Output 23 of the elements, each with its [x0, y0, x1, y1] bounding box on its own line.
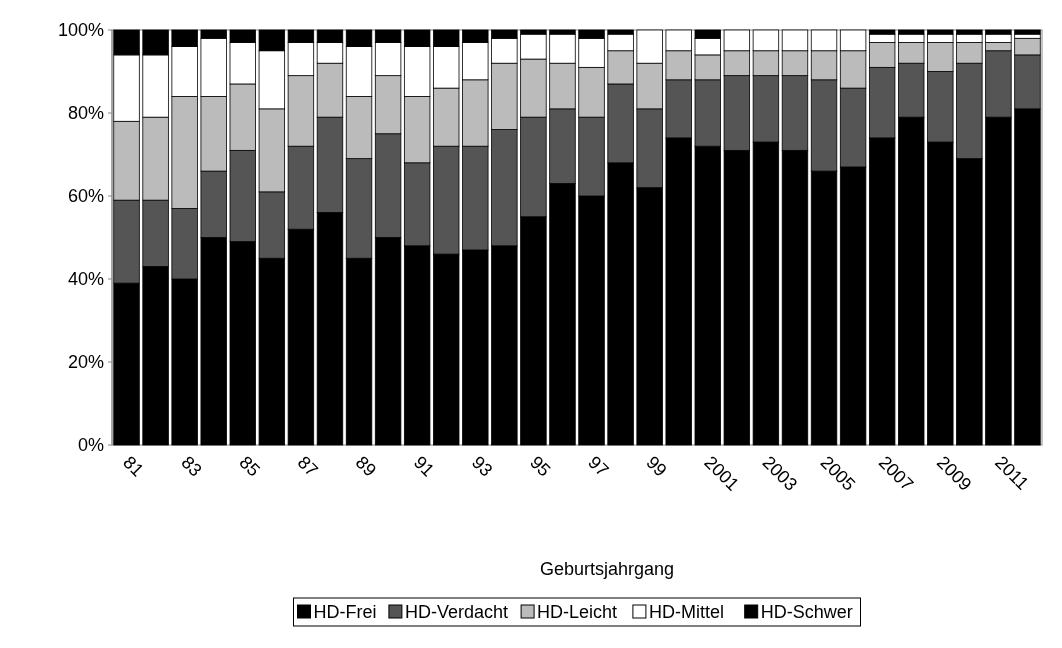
x-tick-label: 89	[351, 452, 381, 481]
legend-label: HD-Frei	[313, 602, 377, 623]
x-tick-label: 85	[235, 452, 264, 481]
x-tick-label: 81	[119, 452, 148, 481]
y-tick-label: 100%	[57, 20, 104, 41]
x-tick-label: 93	[468, 452, 497, 481]
x-tick-label: 95	[526, 452, 555, 481]
x-tick-label: 99	[642, 452, 671, 481]
bar	[1014, 29, 1041, 35]
legend-label: HD-Leicht	[537, 602, 618, 623]
y-tick-label: 0%	[77, 435, 104, 456]
legend-label: HD-Schwer	[760, 602, 853, 623]
legend-label: HD-Verdacht	[404, 602, 508, 623]
y-tick-label: 60%	[67, 186, 104, 207]
x-tick-label: 91	[409, 452, 439, 481]
x-tick-label: 97	[584, 452, 613, 481]
y-tick-label: 80%	[67, 103, 104, 124]
x-axis-title: Geburtsjahrgang	[539, 559, 675, 579]
x-tick-label: 87	[293, 452, 322, 481]
y-tick-label: 20%	[67, 352, 104, 373]
y-tick-label: 40%	[67, 269, 104, 290]
legend-label: HD-Mittel	[648, 602, 724, 623]
x-tick-label: 83	[177, 452, 206, 481]
